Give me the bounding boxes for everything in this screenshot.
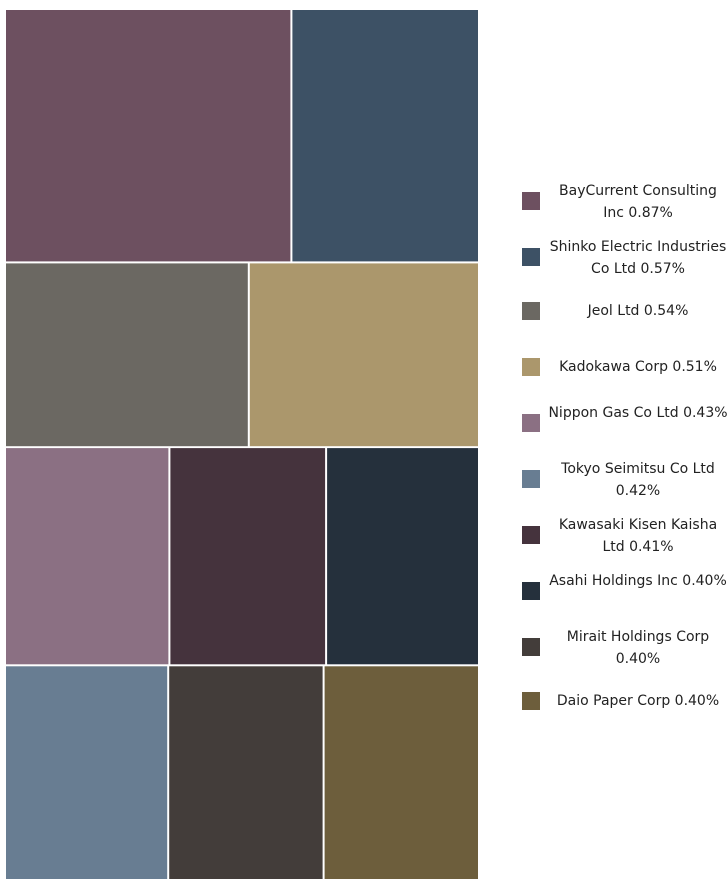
legend-label: Daio Paper Corp 0.40%	[556, 693, 720, 709]
treemap-cell-kadokawa-corp	[249, 263, 478, 447]
legend-swatch	[522, 302, 540, 320]
treemap-cell-nippon-gas-co-ltd	[6, 448, 169, 665]
legend-item-shinko: Shinko Electric Industries Co Ltd 0.57%	[512, 239, 728, 296]
legend-label: Shinko Electric Industries Co Ltd 0.57%	[549, 239, 727, 277]
legend-label: Asahi Holdings Inc 0.40%	[549, 573, 727, 589]
legend-swatch	[522, 358, 540, 376]
treemap-cell-baycurrent-consulting-inc	[6, 10, 291, 262]
legend-item-mirait: Mirait Holdings Corp 0.40%	[512, 629, 728, 686]
legend-swatch	[522, 638, 540, 656]
legend-item-baycurrent: BayCurrent Consulting Inc 0.87%	[512, 183, 728, 240]
legend-swatch	[522, 470, 540, 488]
legend-swatch	[522, 192, 540, 210]
legend-item-tokyo-seimitsu: Tokyo Seimitsu Co Ltd 0.42%	[512, 461, 728, 518]
legend-label: Jeol Ltd 0.54%	[587, 303, 689, 319]
legend-item-jeol: Jeol Ltd 0.54%	[512, 302, 728, 350]
legend-item-nippon-gas: Nippon Gas Co Ltd 0.43%	[512, 405, 728, 462]
treemap-cell-shinko-electric-industries-co-ltd	[292, 10, 478, 262]
legend-label: BayCurrent Consulting Inc 0.87%	[559, 183, 717, 221]
legend-swatch	[522, 248, 540, 266]
legend-label: Kadokawa Corp 0.51%	[559, 359, 717, 375]
treemap-cell-tokyo-seimitsu-co-ltd	[6, 666, 168, 879]
legend-label: Kawasaki Kisen Kaisha Ltd 0.41%	[558, 517, 718, 555]
legend-swatch	[522, 692, 540, 710]
treemap-cell-kawasaki-kisen-kaisha-ltd	[170, 448, 326, 665]
legend-swatch	[522, 582, 540, 600]
legend-label: Tokyo Seimitsu Co Ltd 0.42%	[561, 461, 715, 499]
legend-item-asahi: Asahi Holdings Inc 0.40%	[512, 573, 728, 630]
legend-swatch	[522, 526, 540, 544]
treemap-cell-daio-paper-corp	[324, 666, 478, 879]
treemap-cell-asahi-holdings-inc	[327, 448, 478, 665]
legend-item-kawasaki-kisen: Kawasaki Kisen Kaisha Ltd 0.41%	[512, 517, 728, 574]
legend-swatch	[522, 414, 540, 432]
legend-item-daio-paper: Daio Paper Corp 0.40%	[512, 692, 728, 740]
treemap-cell-mirait-holdings-corp	[169, 666, 323, 879]
treemap-cell-jeol-ltd	[6, 263, 248, 447]
legend-label: Nippon Gas Co Ltd 0.43%	[548, 405, 728, 421]
legend-label: Mirait Holdings Corp 0.40%	[566, 629, 710, 667]
legend-item-kadokawa: Kadokawa Corp 0.51%	[512, 358, 728, 406]
